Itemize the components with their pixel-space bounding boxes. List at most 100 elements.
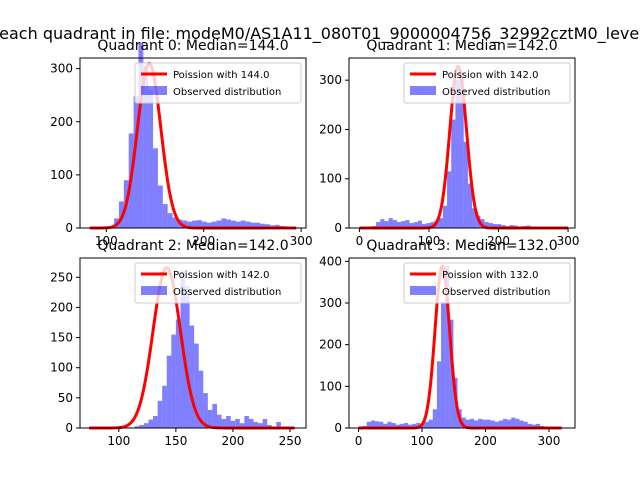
histogram-bar bbox=[166, 355, 172, 428]
histogram-bar bbox=[235, 418, 240, 428]
histogram-bar bbox=[255, 222, 261, 228]
histogram-bar bbox=[494, 421, 499, 428]
histogram-bar bbox=[436, 361, 442, 428]
axes-frame bbox=[348, 57, 576, 229]
legend-patch-swatch bbox=[141, 286, 167, 295]
legend-entry-poisson: Poission with 142.0 bbox=[442, 70, 538, 81]
legend-entry-poisson: Poission with 144.0 bbox=[173, 70, 269, 81]
histogram-bar bbox=[375, 421, 380, 428]
histogram-bar bbox=[162, 204, 168, 228]
histogram-bar bbox=[492, 224, 498, 228]
histogram-bar bbox=[461, 417, 466, 428]
histogram-bar bbox=[474, 420, 479, 428]
histogram-bar bbox=[391, 423, 396, 428]
histogram-bar bbox=[192, 220, 197, 228]
x-tick-label: 100 bbox=[107, 434, 130, 448]
histogram-bar bbox=[221, 418, 227, 428]
figure-suptitle: Counts per bin of each quadrant in file:… bbox=[0, 24, 640, 44]
legend: Poission with 142.0 Observed distribution bbox=[134, 262, 302, 304]
histogram-bar bbox=[240, 220, 246, 228]
histogram-bar bbox=[276, 421, 281, 428]
histogram-bar bbox=[403, 423, 409, 428]
histogram-bar bbox=[211, 221, 217, 228]
y-tick-label: 200 bbox=[319, 122, 342, 136]
legend-frame bbox=[134, 262, 302, 304]
legend-entry-observed: Observed distribution bbox=[442, 87, 550, 98]
histogram-bar bbox=[490, 420, 495, 428]
histogram-bar bbox=[519, 420, 524, 428]
histogram-bar bbox=[459, 75, 464, 229]
histogram-bar bbox=[216, 414, 222, 428]
legend-patch-swatch bbox=[410, 86, 436, 95]
histogram-bar bbox=[396, 222, 402, 228]
y-tick-label: 300 bbox=[319, 73, 342, 87]
histogram-bar bbox=[182, 220, 188, 228]
histogram-bar bbox=[408, 424, 413, 428]
histogram-bar bbox=[422, 224, 427, 228]
x-tick-label: 300 bbox=[538, 434, 561, 448]
histogram-bar bbox=[366, 421, 371, 428]
histogram-bar bbox=[523, 421, 528, 428]
x-tick-label: 200 bbox=[192, 234, 215, 248]
y-tick-label: 100 bbox=[50, 361, 73, 375]
subplot-title: Quadrant 2: Median=142.0 bbox=[97, 238, 288, 254]
histogram-bar bbox=[527, 423, 532, 428]
histogram-bar bbox=[143, 65, 149, 228]
y-tick-label: 0 bbox=[334, 421, 342, 435]
histogram-bar bbox=[442, 205, 448, 228]
histogram-bar bbox=[472, 208, 477, 228]
histogram-bar bbox=[497, 224, 502, 228]
axes-frame bbox=[79, 257, 307, 429]
histogram-bar bbox=[267, 424, 272, 428]
histogram-bar bbox=[226, 219, 231, 228]
y-tick-label: 300 bbox=[319, 296, 342, 310]
histogram-bar bbox=[235, 221, 241, 228]
histogram-bar bbox=[167, 213, 173, 228]
y-tick-label: 100 bbox=[319, 172, 342, 186]
histogram-bar bbox=[507, 419, 512, 428]
histogram-bar bbox=[447, 171, 452, 228]
histogram-bar bbox=[467, 183, 473, 228]
x-tick-label: 250 bbox=[279, 434, 302, 448]
histogram-bar bbox=[412, 423, 417, 428]
histogram-bar bbox=[274, 224, 280, 228]
subplot-title: Quadrant 1: Median=142.0 bbox=[366, 38, 557, 54]
y-tick-label: 100 bbox=[319, 379, 342, 393]
histogram-bar bbox=[244, 415, 249, 428]
histogram-bar bbox=[424, 421, 429, 428]
histogram-bar bbox=[535, 423, 541, 428]
histogram-bar bbox=[250, 222, 256, 228]
x-tick-label: 0 bbox=[355, 434, 363, 448]
histogram-bar bbox=[445, 265, 450, 428]
histogram-bar bbox=[432, 409, 437, 428]
legend-frame bbox=[403, 262, 571, 304]
y-tick-label: 250 bbox=[50, 270, 73, 284]
histogram-bar bbox=[451, 119, 456, 228]
histogram-bar bbox=[172, 217, 178, 228]
y-tick-label: 50 bbox=[58, 391, 73, 405]
histogram-bar bbox=[482, 419, 487, 428]
histogram-bar bbox=[417, 220, 423, 228]
histogram-bar bbox=[148, 419, 154, 428]
legend: Poission with 142.0 Observed distribution bbox=[403, 62, 571, 104]
histogram-bar bbox=[370, 420, 376, 428]
histogram-bar bbox=[221, 218, 227, 228]
histogram-bar bbox=[438, 218, 443, 228]
x-tick-label: 200 bbox=[474, 434, 497, 448]
histogram-bar bbox=[157, 185, 163, 228]
histogram-bar bbox=[531, 424, 536, 428]
histogram-bar bbox=[383, 423, 388, 428]
subplot-quadrant-3: 0 100 200 300 0 100 200 300 400 Quadrant 3: Media… bbox=[319, 238, 576, 448]
legend-entry-observed: Observed distribution bbox=[173, 87, 281, 98]
histogram-bar bbox=[133, 96, 139, 228]
histogram-bar bbox=[189, 325, 195, 428]
histogram-bar bbox=[203, 393, 208, 428]
histogram-bar bbox=[258, 423, 263, 428]
histogram-bar bbox=[392, 220, 397, 228]
histogram-bar bbox=[441, 303, 446, 428]
subplot-title: Quadrant 3: Median=132.0 bbox=[366, 238, 557, 254]
y-tick-label: 200 bbox=[319, 338, 342, 352]
histogram-bar bbox=[498, 420, 503, 428]
histogram-bar bbox=[511, 417, 516, 428]
